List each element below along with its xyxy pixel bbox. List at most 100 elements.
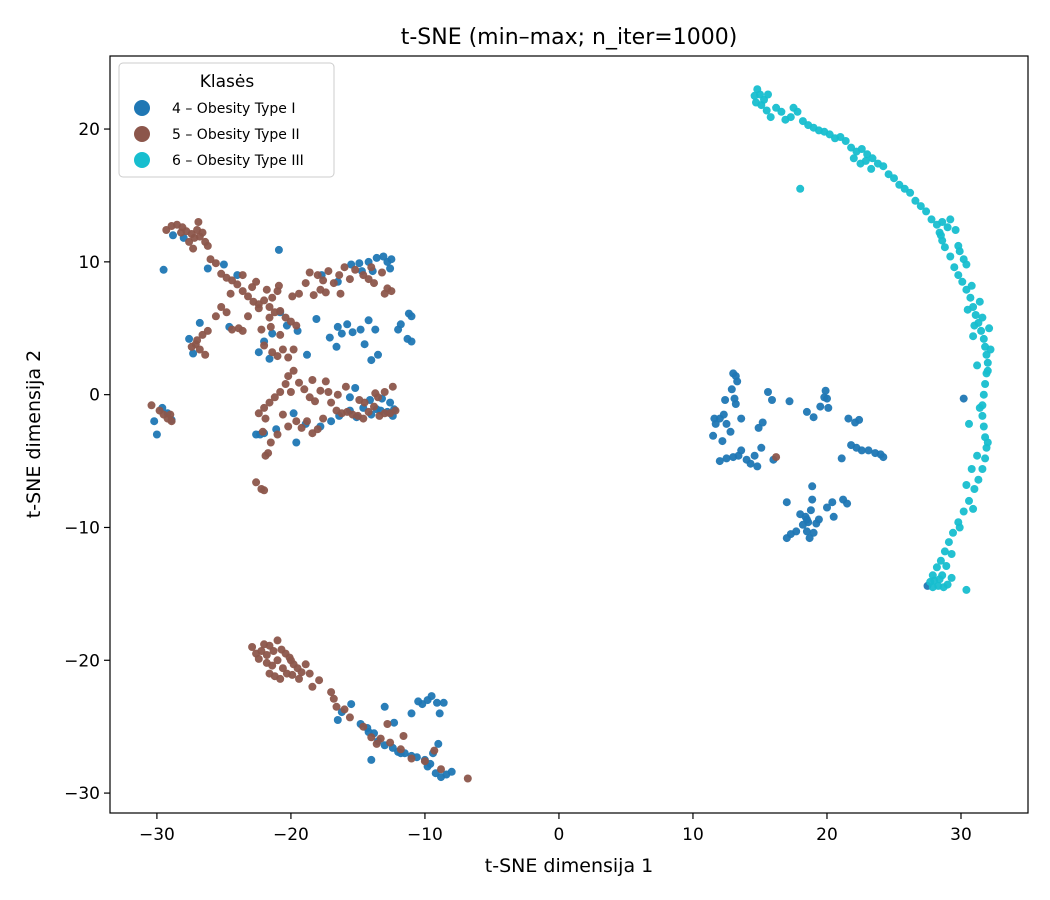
- scatter-point: [936, 231, 945, 240]
- scatter-point: [940, 547, 949, 556]
- scatter-point: [879, 162, 888, 171]
- x-tick-label: −20: [273, 825, 309, 845]
- legend-label: 5 – Obesity Type II: [172, 127, 300, 143]
- scatter-point: [333, 716, 342, 724]
- scatter-point: [308, 682, 317, 691]
- scatter-point: [189, 244, 198, 253]
- scatter-point: [211, 312, 220, 321]
- scatter-point: [297, 668, 306, 677]
- scatter-point: [967, 465, 976, 473]
- scatter-point: [292, 417, 301, 426]
- scatter-point: [324, 267, 333, 276]
- scatter-point: [276, 330, 285, 339]
- scatter-point: [959, 394, 968, 403]
- scatter-point: [753, 462, 762, 471]
- scatter-point: [185, 334, 194, 343]
- scatter-point: [198, 228, 207, 237]
- scatter-point: [274, 281, 283, 290]
- scatter-point: [309, 291, 318, 300]
- scatter-point: [808, 482, 817, 491]
- scatter-point: [177, 228, 185, 237]
- scatter-point: [268, 661, 277, 670]
- scatter-point: [295, 289, 303, 298]
- scatter-point: [946, 252, 955, 261]
- scatter-point: [321, 377, 330, 386]
- scatter-point: [719, 410, 728, 419]
- scatter-point: [750, 451, 759, 460]
- legend-items: 4 – Obesity Type I 5 – Obesity Type II 6 –…: [134, 100, 304, 169]
- scatter-point: [238, 326, 247, 335]
- scatter-point: [439, 698, 448, 707]
- scatter-point: [195, 345, 204, 354]
- scatter-point: [970, 321, 979, 330]
- scatter-point: [265, 354, 274, 363]
- scatter-point: [816, 402, 825, 411]
- scatter-point: [849, 154, 858, 163]
- scatter-point: [367, 263, 376, 272]
- scatter-point: [737, 446, 746, 455]
- scatter-point: [364, 316, 373, 325]
- scatter-point: [276, 307, 285, 315]
- scatter-point: [324, 388, 333, 396]
- scatter-point: [809, 528, 818, 537]
- scatter-point: [372, 253, 381, 262]
- scatter-point: [935, 575, 944, 584]
- scatter-point: [367, 356, 376, 365]
- scatter-point: [327, 417, 336, 426]
- scatter-point: [973, 451, 982, 460]
- scatter-point: [944, 538, 953, 547]
- scatter-point: [824, 403, 833, 412]
- scatter-point: [977, 326, 986, 335]
- scatter-point: [951, 226, 960, 234]
- scatter-point: [857, 145, 866, 153]
- scatter-point: [962, 585, 971, 594]
- scatter-point: [370, 279, 378, 288]
- scatter-point: [730, 394, 739, 403]
- scatter-point: [963, 305, 972, 314]
- scatter-point: [943, 580, 952, 589]
- scatter-point: [974, 475, 983, 484]
- scatter-point: [288, 670, 297, 679]
- scatter-point: [940, 243, 949, 252]
- scatter-point: [372, 739, 381, 748]
- scatter-point: [782, 498, 791, 507]
- scatter-point: [407, 337, 416, 346]
- x-axis-ticks: −30 −20 −10 0 10 20 30: [139, 813, 972, 845]
- scatter-point: [981, 454, 990, 463]
- scatter-point: [300, 385, 309, 394]
- scatter-point: [947, 550, 956, 558]
- scatter-point: [301, 660, 310, 669]
- scatter-point: [257, 325, 266, 334]
- scatter-point: [879, 453, 888, 462]
- scatter-point: [222, 308, 231, 317]
- scatter-point: [447, 767, 456, 776]
- scatter-point: [228, 325, 236, 334]
- scatter-point: [278, 345, 287, 354]
- legend-label: 4 – Obesity Type I: [172, 101, 295, 117]
- scatter-point: [276, 674, 285, 683]
- scatter-point: [261, 414, 270, 423]
- scatter-point: [289, 345, 298, 354]
- legend-box: [118, 62, 335, 178]
- scatter-point: [985, 324, 994, 333]
- scatter-point: [829, 512, 838, 521]
- scatter-point: [975, 403, 984, 412]
- scatter-point: [195, 318, 204, 327]
- scatter-point: [868, 154, 877, 163]
- scatter-point: [414, 697, 423, 706]
- scatter-point: [185, 237, 194, 246]
- scatter-point: [949, 528, 957, 537]
- scatter-point: [954, 271, 963, 280]
- scatter-point: [955, 523, 964, 532]
- scatter-point: [768, 396, 776, 404]
- scatter-point: [407, 312, 416, 321]
- scatter-point: [276, 388, 285, 396]
- scatter-point: [390, 718, 399, 727]
- scatter-point: [843, 499, 852, 508]
- scatter-point: [351, 384, 360, 392]
- scatter-point: [193, 336, 202, 345]
- scatter-point: [823, 394, 831, 403]
- scatter-point: [203, 241, 212, 250]
- scatter-point: [351, 265, 360, 274]
